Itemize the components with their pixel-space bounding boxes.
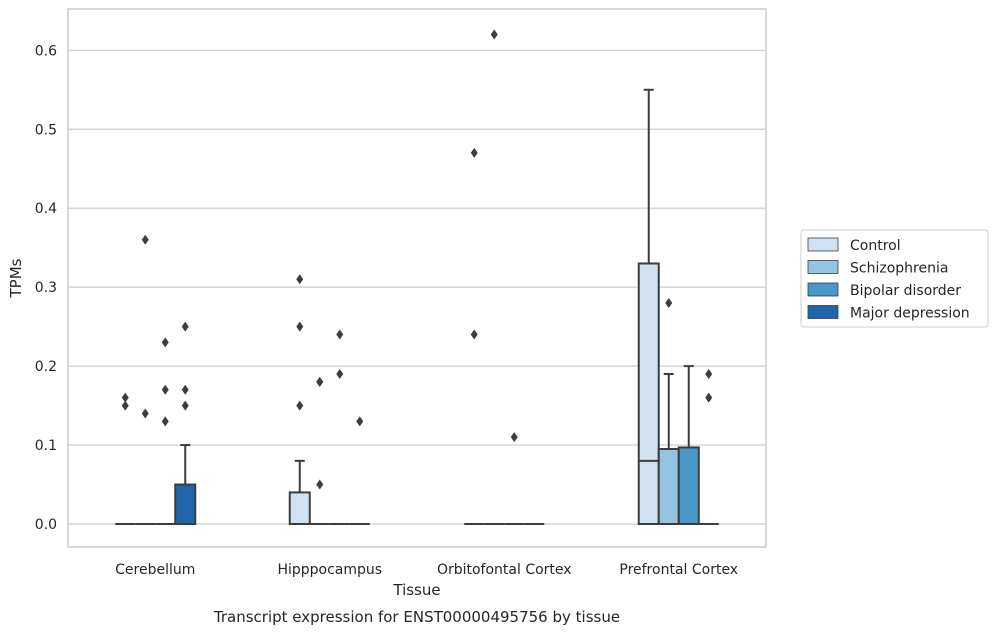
outlier-point <box>336 329 344 340</box>
box-body <box>637 262 660 525</box>
legend-swatch <box>807 305 839 319</box>
outlier-point <box>665 297 673 308</box>
box-0-1 <box>135 234 156 525</box>
outlier-point <box>141 234 149 245</box>
box-0-3 <box>174 321 197 525</box>
legend-label: Schizophrenia <box>850 261 948 277</box>
box-body <box>174 483 197 525</box>
outlier-point <box>470 329 478 340</box>
box-body <box>288 491 311 526</box>
outlier-point <box>316 479 324 490</box>
box-3-3 <box>698 368 719 525</box>
outlier-point <box>161 337 169 348</box>
box-series <box>115 29 719 526</box>
y-tick-label: 0.2 <box>35 359 57 375</box>
y-tick-label: 0.1 <box>35 438 57 454</box>
outlier-point <box>141 408 149 419</box>
x-tick-label: Orbitofontal Cortex <box>437 562 572 578</box>
y-tick-label: 0.6 <box>35 43 57 59</box>
outlier-point <box>705 368 713 379</box>
box-1-0 <box>288 274 311 526</box>
legend-label: Control <box>850 238 901 254</box>
x-axis-label: Tissue <box>392 581 440 599</box>
legend-frame <box>800 229 989 328</box>
outlier-point <box>296 400 304 411</box>
box-body <box>657 447 680 525</box>
outlier-point <box>181 400 189 411</box>
box-1-3 <box>349 416 370 525</box>
y-tick-label: 0.3 <box>35 280 57 296</box>
outlier-point <box>181 321 189 332</box>
x-tick-label: Hipppocampus <box>277 562 382 578</box>
outlier-point <box>470 147 478 158</box>
y-axis-label: TPMs <box>7 258 25 298</box>
box-3-2 <box>677 365 700 525</box>
outlier-point <box>336 368 344 379</box>
box-0-0 <box>115 392 136 525</box>
box-1-1 <box>309 376 330 525</box>
outlier-point <box>161 384 169 395</box>
x-tick-label: Prefrontal Cortex <box>619 562 738 578</box>
outlier-point <box>356 416 364 427</box>
legend: Control Schizophrenia Bipolar disorder Majo… <box>800 229 989 328</box>
outlier-point <box>181 384 189 395</box>
box-2-0 <box>464 147 485 525</box>
outlier-point <box>510 432 518 443</box>
box-2-2 <box>504 432 525 525</box>
box-body <box>677 446 700 525</box>
outlier-point <box>296 321 304 332</box>
y-tick-labels: 0.0 0.1 0.2 0.3 0.4 0.5 0.6 <box>35 43 57 533</box>
x-tick-label: Cerebellum <box>115 562 195 578</box>
y-tick-label: 0.5 <box>35 122 57 138</box>
box-2-1 <box>484 29 505 525</box>
outlier-point <box>316 376 324 387</box>
outlier-point <box>121 400 129 411</box>
y-tick-label: 0.4 <box>35 201 57 217</box>
y-tick-label: 0.0 <box>35 517 57 533</box>
outlier-point <box>705 392 713 403</box>
outlier-point <box>490 29 498 40</box>
plot-frame <box>67 8 767 548</box>
outlier-point <box>296 274 304 285</box>
legend-label: Major depression <box>850 306 970 322</box>
box-3-0 <box>637 88 660 525</box>
legend-swatch <box>807 282 839 297</box>
chart-title: Transcript expression for ENST0000049575… <box>213 608 620 626</box>
legend-swatch <box>807 260 839 274</box>
x-tick-labels: Cerebellum Hipppocampus Orbitofontal Corte… <box>115 562 738 578</box>
legend-swatch <box>807 237 839 252</box>
outlier-point <box>161 416 169 427</box>
box-1-2 <box>329 329 350 525</box>
legend-label: Bipolar disorder <box>850 283 961 299</box>
outlier-point <box>121 392 129 403</box>
box-0-2 <box>155 337 176 525</box>
